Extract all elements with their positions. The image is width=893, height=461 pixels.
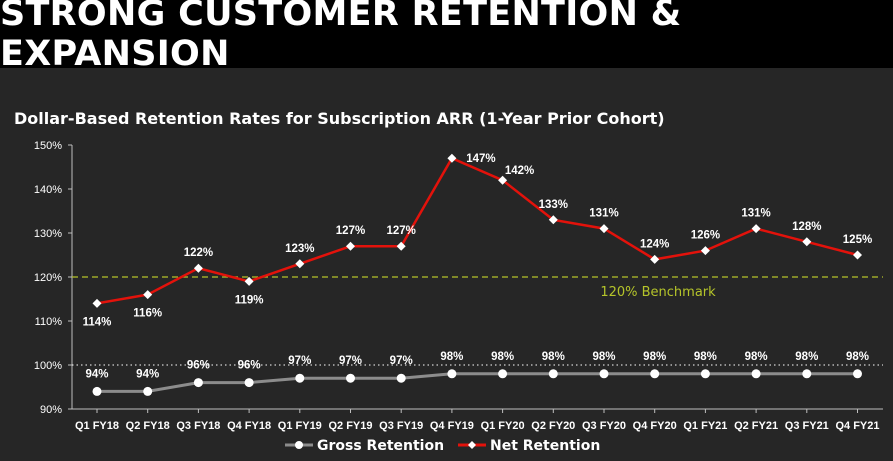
gross-retention-point xyxy=(498,369,508,379)
gross-retention-point xyxy=(346,373,355,383)
net-retention-point xyxy=(650,254,660,264)
gross-retention-label: 98% xyxy=(846,351,869,363)
x-tick-label: Q1 FY18 xyxy=(75,420,119,432)
y-tick-label: 120% xyxy=(34,272,62,284)
net-retention-point xyxy=(193,263,203,273)
net-retention-point xyxy=(295,259,305,269)
gross-retention-label: 98% xyxy=(440,351,463,363)
x-tick-label: Q4 FY19 xyxy=(430,420,474,432)
gross-retention-line xyxy=(97,372,858,393)
x-tick-label: Q1 FY19 xyxy=(278,420,322,432)
x-tick-label: Q4 FY21 xyxy=(835,420,879,432)
benchmark-label: 120% Benchmark xyxy=(600,285,716,300)
x-tick-label: Q1 FY21 xyxy=(683,420,727,432)
net-retention-point xyxy=(853,250,862,260)
net-retention-label: 124% xyxy=(640,238,669,250)
gross-retention-point xyxy=(143,386,153,396)
gross-retention-label: 96% xyxy=(187,360,210,372)
gross-retention-point xyxy=(548,369,558,379)
x-tick-label: Q2 FY21 xyxy=(734,420,778,432)
x-tick-label: Q3 FY19 xyxy=(379,420,423,432)
x-tick-label: Q3 FY21 xyxy=(785,420,829,432)
net-retention-label: 122% xyxy=(184,247,213,259)
gross-retention-label: 94% xyxy=(85,368,108,380)
gross-retention-label: 98% xyxy=(643,351,666,363)
net-retention-point xyxy=(244,276,254,286)
net-retention-label: 147% xyxy=(466,153,495,165)
net-retention-point xyxy=(396,241,406,251)
gross-retention-label: 98% xyxy=(795,351,818,363)
net-retention-label: 131% xyxy=(741,208,770,220)
gross-retention-point xyxy=(447,369,457,379)
gross-retention-point xyxy=(193,378,203,388)
net-retention-point xyxy=(700,246,710,256)
net-retention-point xyxy=(143,290,153,300)
x-tick-label: Q4 FY20 xyxy=(633,420,677,432)
net-retention-label: 131% xyxy=(589,208,618,220)
page-title: STRONG CUSTOMER RETENTION & EXPANSION xyxy=(0,0,682,74)
x-tick-label: Q2 FY18 xyxy=(126,420,170,432)
net-retention-label: 126% xyxy=(691,230,720,242)
net-retention-label: 119% xyxy=(235,294,264,306)
gross-retention-label: 96% xyxy=(238,360,261,372)
gross-retention-point xyxy=(396,373,406,383)
title-bar: STRONG CUSTOMER RETENTION & EXPANSION xyxy=(0,0,893,74)
y-tick-label: 110% xyxy=(35,316,63,328)
gross-retention-point xyxy=(700,369,710,379)
net-retention-label: 114% xyxy=(83,316,112,328)
net-retention-label: 116% xyxy=(133,308,162,320)
net-retention-label: 142% xyxy=(505,165,534,177)
net-retention-point xyxy=(599,224,609,234)
net-retention-line xyxy=(96,156,858,305)
net-retention-point xyxy=(346,241,355,251)
x-tick-label: Q2 FY19 xyxy=(328,420,372,432)
y-tick-label: 140% xyxy=(34,184,62,196)
gross-retention-label: 97% xyxy=(288,355,311,367)
gross-retention-point xyxy=(802,369,812,379)
gross-retention-point xyxy=(853,369,862,379)
net-retention-label: 123% xyxy=(285,243,314,255)
gross-retention-point xyxy=(599,369,609,379)
legend-net-marker xyxy=(468,441,476,449)
gross-retention-label: 98% xyxy=(542,351,565,363)
x-tick-label: Q4 FY18 xyxy=(227,420,271,432)
legend-gross-label: Gross Retention xyxy=(317,438,444,454)
x-tick-label: Q3 FY18 xyxy=(176,420,220,432)
chart-title: Dollar-Based Retention Rates for Subscri… xyxy=(14,109,665,128)
gross-retention-label: 97% xyxy=(339,355,362,367)
x-tick-label: Q3 FY20 xyxy=(582,420,626,432)
gross-retention-label: 98% xyxy=(694,351,717,363)
net-retention-point xyxy=(498,175,508,185)
gross-retention-point xyxy=(751,369,761,379)
y-tick-label: 150% xyxy=(34,140,62,152)
gross-retention-label: 94% xyxy=(136,368,159,380)
x-tick-label: Q2 FY20 xyxy=(531,420,575,432)
gross-retention-label: 98% xyxy=(592,351,615,363)
net-retention-point xyxy=(802,237,812,247)
net-retention-point xyxy=(548,215,558,225)
gross-retention-label: 98% xyxy=(745,351,768,363)
gross-retention-label: 98% xyxy=(491,351,514,363)
legend-gross-marker xyxy=(295,441,303,449)
y-tick-label: 130% xyxy=(34,228,62,240)
x-tick-label: Q1 FY20 xyxy=(481,420,525,432)
net-retention-label: 127% xyxy=(386,225,415,237)
net-retention-label: 128% xyxy=(792,221,821,233)
net-retention-label: 125% xyxy=(843,234,872,246)
net-retention-point xyxy=(447,153,457,163)
net-retention-label: 133% xyxy=(539,199,568,211)
net-retention-point xyxy=(751,224,761,234)
y-tick-label: 100% xyxy=(34,360,62,372)
y-tick-label: 90% xyxy=(40,404,62,416)
gross-retention-point xyxy=(650,369,660,379)
net-retention-label: 127% xyxy=(336,225,365,237)
legend-net-label: Net Retention xyxy=(490,438,600,454)
net-retention-point xyxy=(92,298,102,308)
gross-retention-point xyxy=(244,378,254,388)
gross-retention-point xyxy=(92,386,102,396)
gross-retention-point xyxy=(295,373,305,383)
gross-retention-label: 97% xyxy=(390,355,413,367)
